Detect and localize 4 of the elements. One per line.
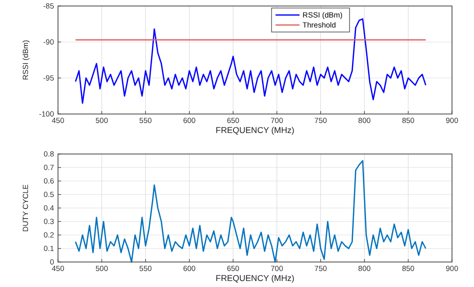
x-axis-title: FREQUENCY (MHz) (216, 125, 295, 135)
line-series (74, 18, 426, 104)
line-series (74, 160, 426, 263)
x-axis-title: FREQUENCY (MHz) (216, 273, 295, 283)
